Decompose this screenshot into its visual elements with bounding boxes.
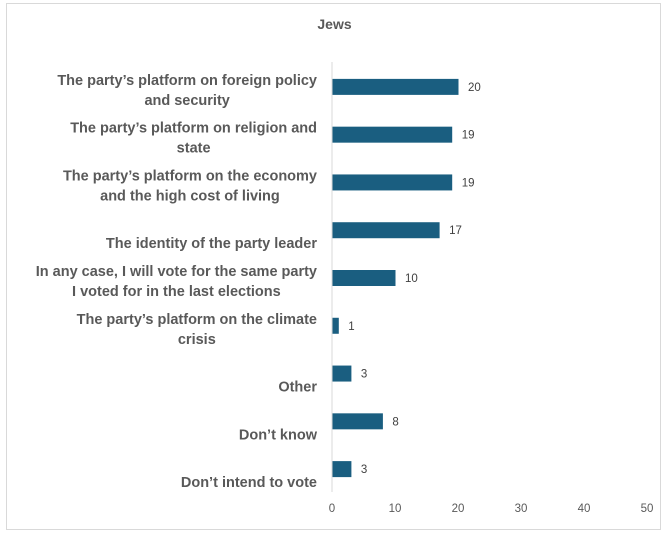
bar (332, 270, 396, 286)
bar (332, 461, 352, 478)
category-label: Don’t intend to vote (181, 475, 317, 491)
data-label: 1 (348, 321, 354, 333)
bar (332, 78, 459, 95)
data-label: 19 (462, 130, 475, 142)
chart-title: Jews (317, 16, 352, 32)
category-label: Other (278, 380, 317, 396)
x-tick-label: 0 (329, 503, 335, 515)
data-label: 3 (361, 464, 367, 476)
bar (332, 317, 339, 334)
category-label: The party’s platform on foreign policy (57, 73, 317, 89)
category-label-line2: and security (144, 93, 229, 109)
data-label: 17 (449, 225, 462, 237)
category-label: In any case, I will vote for the same pa… (36, 264, 317, 280)
category-label-line2: I voted for in the last elections (72, 284, 281, 300)
data-label: 20 (468, 82, 481, 94)
category-label: The party’s platform on religion and (70, 121, 317, 137)
category-label: The identity of the party leader (106, 236, 317, 252)
bar (332, 222, 440, 239)
category-label: The party’s platform on the economy (63, 168, 317, 184)
data-label: 8 (392, 416, 398, 428)
bar (332, 174, 453, 191)
bar (332, 126, 453, 143)
category-label: The party’s platform on the climate (77, 312, 317, 328)
data-label: 3 (361, 369, 367, 381)
category-label-line2: crisis (178, 332, 216, 348)
x-tick-label: 20 (452, 503, 465, 515)
category-label: Don’t know (239, 427, 318, 443)
category-label-line2: and the high cost of living (100, 188, 280, 204)
data-label: 19 (462, 177, 475, 189)
x-tick-label: 10 (389, 503, 402, 515)
data-label: 10 (405, 273, 418, 285)
bar (332, 413, 383, 430)
x-tick-label: 40 (578, 503, 591, 515)
x-tick-label: 30 (515, 503, 528, 515)
category-label-line2: state (177, 141, 211, 157)
x-tick-label: 50 (641, 503, 654, 515)
bar (332, 365, 352, 382)
